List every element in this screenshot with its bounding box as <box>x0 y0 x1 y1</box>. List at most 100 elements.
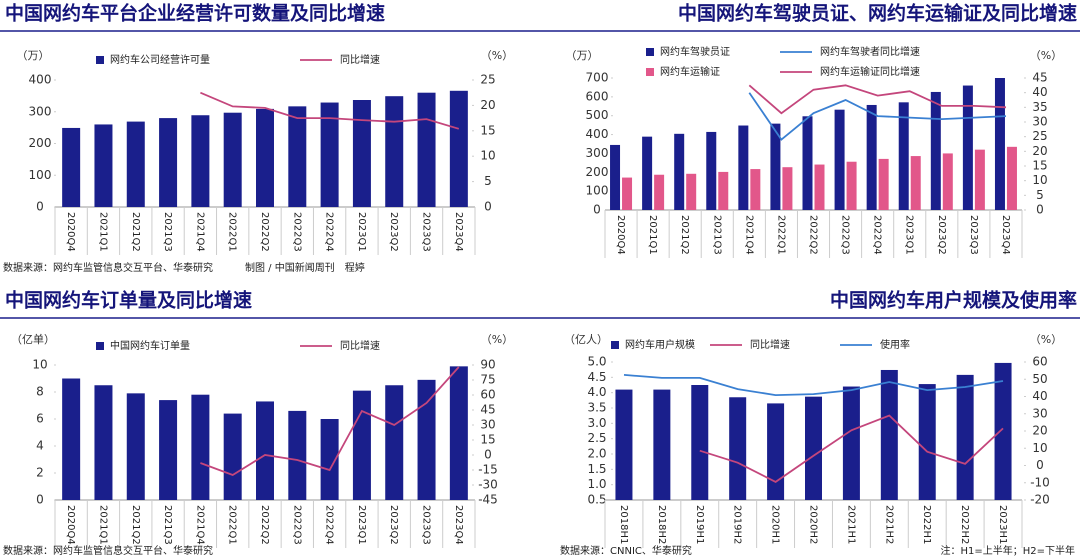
x-tick-label: 2021Q2 <box>679 215 690 255</box>
x-tick-label: 2023Q2 <box>936 215 947 255</box>
x-tick-label: 2021H1 <box>845 505 856 544</box>
x-tick-label: 2023Q2 <box>388 212 399 252</box>
legend-label: 同比增速 <box>340 53 380 66</box>
chart-title: 中国网约车平台企业经营许可数量及同比增速 <box>5 2 385 25</box>
x-tick-label: 2022Q3 <box>291 505 302 545</box>
legend-label: 使用率 <box>880 338 910 351</box>
bar <box>750 169 761 210</box>
bar <box>449 366 468 500</box>
y-axis-unit: （亿人） <box>564 333 608 346</box>
x-tick-label: 2023Q4 <box>453 212 464 252</box>
y-tick-label: 4.5 <box>587 370 606 384</box>
y2-tick-label: 0 <box>484 200 492 214</box>
x-tick-label: 2023Q3 <box>421 505 432 545</box>
x-tick-label: 2022Q4 <box>324 212 335 252</box>
y2-tick-label: -10 <box>1030 475 1050 489</box>
legend-swatch <box>96 56 104 64</box>
bar <box>159 400 178 500</box>
bar <box>686 173 697 210</box>
y-tick-label: 10 <box>32 358 47 372</box>
bar <box>956 374 974 500</box>
y-tick-label: 3.5 <box>587 401 606 415</box>
bar <box>256 401 274 500</box>
bar <box>417 379 436 500</box>
y-tick-label: 8 <box>36 385 44 399</box>
bar <box>767 403 785 500</box>
y-tick-label: 400 <box>586 127 609 141</box>
bar <box>782 167 793 210</box>
y2-tick-label: 40 <box>1032 85 1047 99</box>
x-tick-label: 2020H1 <box>770 505 781 544</box>
bar <box>615 389 633 500</box>
x-tick-label: 2022Q3 <box>291 212 302 252</box>
bar <box>802 116 813 210</box>
x-tick-label: 2019H2 <box>732 505 743 544</box>
x-tick-label: 2023Q3 <box>968 215 979 255</box>
x-tick-label: 2021Q1 <box>647 215 658 255</box>
bar <box>449 90 468 207</box>
x-tick-label: 2021Q3 <box>711 215 722 255</box>
y2-tick-label: 5 <box>1036 188 1044 202</box>
x-tick-label: 2022Q3 <box>840 215 851 255</box>
y2-tick-label: 35 <box>1032 100 1047 114</box>
y2-tick-label: 10 <box>1032 173 1047 187</box>
chart-title: 中国网约车订单量及同比增速 <box>5 289 252 312</box>
bar <box>994 362 1012 500</box>
x-tick-label: 2020Q4 <box>615 215 626 255</box>
y-tick-label: 100 <box>29 168 52 182</box>
y2-tick-label: 30 <box>1032 406 1047 420</box>
y-tick-label: 1.0 <box>587 477 606 491</box>
chart-title: 中国网约车用户规模及使用率 <box>830 289 1077 312</box>
y2-tick-label: 60 <box>1032 355 1047 369</box>
x-tick-label: 2018H1 <box>618 505 629 544</box>
y2-tick-label: 45 <box>1032 71 1047 85</box>
bar <box>288 106 307 207</box>
y-tick-label: 400 <box>29 73 52 87</box>
bar <box>223 413 242 500</box>
y2-axis-unit: （%） <box>1030 49 1062 62</box>
bar <box>974 149 985 210</box>
x-tick-label: 2021H2 <box>883 505 894 544</box>
y2-axis-unit: （%） <box>481 49 513 62</box>
x-tick-label: 2021Q1 <box>97 505 108 545</box>
y2-tick-label: 75 <box>480 373 495 387</box>
y-tick-label: 2 <box>36 466 44 480</box>
bar <box>706 131 717 210</box>
x-tick-label: 2021Q2 <box>130 505 141 545</box>
bar <box>918 384 936 500</box>
bar <box>814 164 825 210</box>
y2-tick-label: 0 <box>484 448 492 462</box>
y2-tick-label: 10 <box>1032 441 1047 455</box>
bar <box>942 153 953 210</box>
y2-tick-label: 45 <box>480 403 495 417</box>
line-series <box>623 374 1004 397</box>
y-tick-label: 0.5 <box>587 493 606 507</box>
x-tick-label: 2022Q2 <box>808 215 819 255</box>
y-tick-label: 500 <box>586 108 609 122</box>
bar <box>653 389 671 500</box>
y-tick-label: 200 <box>586 165 609 179</box>
bar <box>910 156 921 210</box>
bar <box>834 109 845 210</box>
y-tick-label: 0 <box>593 203 601 217</box>
bar <box>62 127 81 207</box>
legend-label: 网约车驾驶员证 <box>660 45 730 58</box>
y-tick-label: 5.0 <box>587 355 606 369</box>
legend-label: 网约车用户规模 <box>625 338 695 351</box>
x-tick-label: 2023Q2 <box>388 505 399 545</box>
bar <box>898 102 909 210</box>
y-tick-label: 0 <box>36 200 44 214</box>
bar <box>320 102 339 207</box>
y-tick-label: 300 <box>29 104 52 118</box>
x-tick-label: 2022Q4 <box>872 215 883 255</box>
y2-tick-label: 30 <box>480 418 495 432</box>
bar <box>320 419 339 500</box>
x-tick-label: 2021Q1 <box>97 212 108 252</box>
x-tick-label: 2023Q1 <box>356 212 367 252</box>
bar <box>1006 146 1017 210</box>
y-tick-label: 300 <box>586 146 609 160</box>
line-series <box>699 414 1004 483</box>
y2-tick-label: 15 <box>1032 159 1047 173</box>
bar <box>191 394 210 500</box>
